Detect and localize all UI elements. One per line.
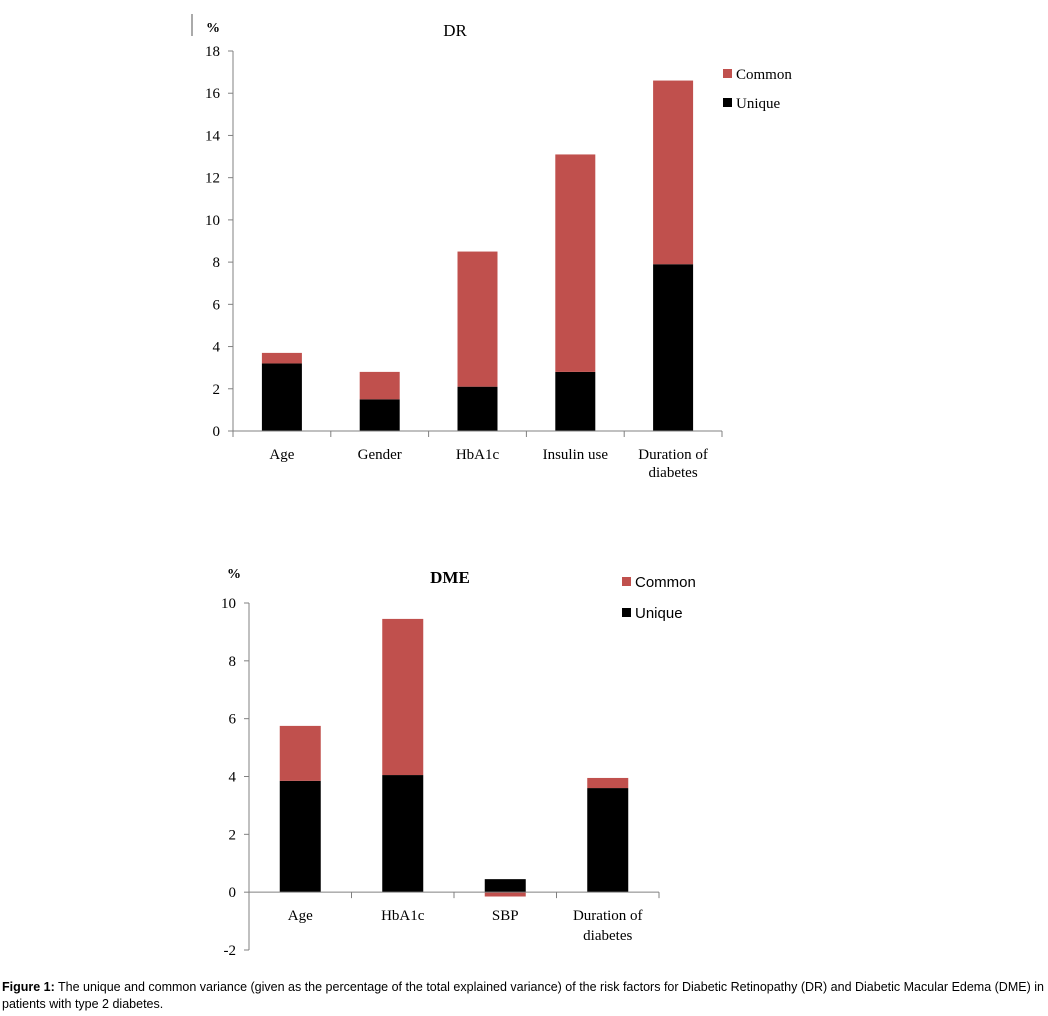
x-category-label: HbA1c [456,447,500,463]
bar-common-duration-of-diabetes [587,777,629,789]
x-category-label: diabetes [649,465,698,481]
bar-unique-hba1c [457,386,498,431]
y-tick-label: 0 [229,885,237,901]
y-axis-label: % [227,567,241,582]
x-category-label: Insulin use [543,447,609,463]
bar-unique-age [279,780,321,893]
legend-swatch-unique [723,98,732,107]
chart-legend: Common Unique [723,67,792,112]
y-tick-label: 6 [213,297,221,313]
y-tick-label: 14 [205,128,221,144]
chart-title: DME [430,568,470,587]
y-tick-label: -2 [224,943,237,959]
y-tick-label: 2 [229,827,237,843]
chart-title: DR [443,21,467,40]
bar-unique-gender [359,399,400,431]
chart-legend: Common Unique [622,574,696,622]
y-tick-label: 0 [213,424,221,440]
y-tick-label: 16 [205,86,221,102]
y-tick-label: 10 [205,213,220,229]
y-tick-label: 12 [205,171,220,187]
bar-unique-hba1c [382,775,424,893]
chart-dr: DR% 0 2 4 6 8 10 12 14 16 18 Age Gender HbA1c Insulin … [191,14,792,481]
x-category-label: Gender [358,447,402,463]
x-category-label: HbA1c [381,908,425,924]
bar-common-insulin-use [555,154,596,372]
x-category-label: SBP [492,908,519,924]
x-category-label: Age [288,908,313,924]
bar-common-duration-of-diabetes [653,80,694,265]
y-tick-label: 8 [229,654,237,670]
x-category-label: Age [269,447,294,463]
caption-label: Figure 1: [2,980,55,994]
caption-text: The unique and common variance (given as… [2,980,1044,1011]
legend-swatch-common [723,69,732,78]
bar-common-gender [359,371,400,400]
y-tick-label: 4 [229,770,237,786]
x-category-label: diabetes [583,928,632,944]
x-category-label: Duration of [573,908,643,924]
bar-unique-insulin-use [555,371,596,431]
bar-unique-age [261,363,302,431]
chart-dme: DME% -2 0 2 4 6 8 10 Age HbA1c SBP Duration of diabe… [221,567,696,959]
legend-label-common: Common [736,67,792,83]
y-tick-label: 18 [205,44,220,60]
bar-unique-duration-of-diabetes [587,788,629,893]
bar-common-hba1c [457,251,498,387]
legend-swatch-unique [622,608,631,617]
y-tick-label: 8 [213,255,221,271]
y-axis-label: % [206,21,220,36]
y-tick-label: 2 [213,382,221,398]
legend-label-unique: Unique [736,96,781,112]
bar-common-sbp [484,892,526,897]
y-tick-label: 4 [213,340,221,356]
y-tick-label: 10 [221,596,236,612]
figure-caption: Figure 1: The unique and common variance… [2,979,1046,1013]
bar-unique-sbp [484,879,526,893]
legend-label-common: Common [635,574,696,591]
legend-label-unique: Unique [635,605,683,622]
figure-canvas: DR% 0 2 4 6 8 10 12 14 16 18 Age Gender HbA1c Insulin … [191,14,792,959]
legend-swatch-common [622,577,631,586]
bar-unique-duration-of-diabetes [653,264,694,431]
x-category-label: Duration of [638,447,708,463]
bar-common-hba1c [382,618,424,776]
bar-common-age [279,725,321,781]
y-tick-label: 6 [229,712,237,728]
bar-common-age [261,352,302,364]
